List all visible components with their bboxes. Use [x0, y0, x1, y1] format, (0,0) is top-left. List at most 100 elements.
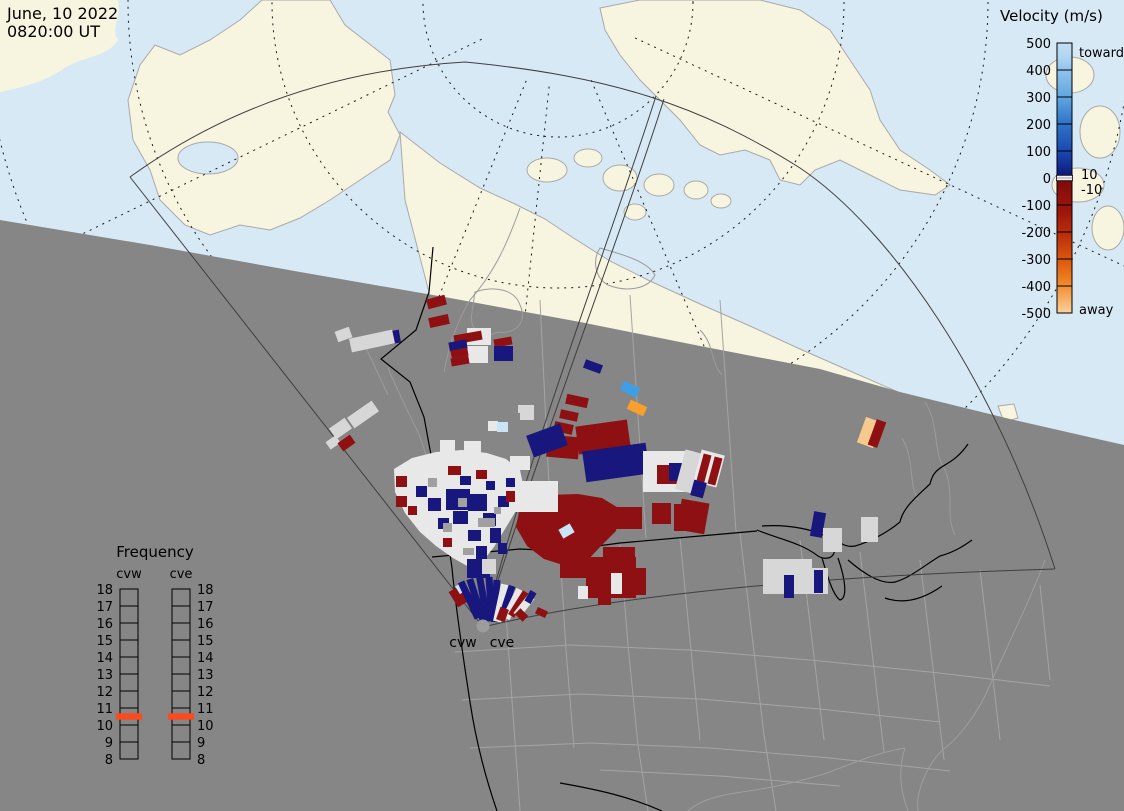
arctic-island — [1091, 205, 1124, 251]
arctic-island — [573, 148, 603, 168]
data-cell — [626, 399, 648, 417]
data-cell — [514, 608, 529, 622]
data-cell — [460, 476, 471, 485]
data-cell — [325, 435, 341, 450]
frequency-tick-label: 18 — [197, 583, 214, 598]
data-cell — [524, 590, 537, 604]
data-cell — [482, 559, 496, 574]
frequency-tick-label: 14 — [197, 651, 214, 666]
chukotka-landmass — [0, 0, 119, 92]
frequency-tick-label: 17 — [197, 600, 214, 615]
data-cell — [490, 528, 501, 543]
data-cell — [450, 355, 470, 367]
arctic-island — [623, 203, 647, 221]
data-cell — [823, 528, 842, 552]
data-cell — [510, 456, 530, 470]
velocity-tick-label: 0 — [1043, 172, 1051, 187]
data-cell — [690, 479, 707, 499]
data-cell — [337, 434, 356, 452]
date-header: June, 10 2022 0820:00 UT — [6, 4, 118, 41]
data-cell — [575, 419, 631, 455]
data-cell — [496, 606, 509, 623]
arctic-island — [710, 193, 732, 209]
fov-beam-boundary — [482, 98, 665, 628]
away-label: away — [1079, 303, 1114, 318]
data-cell — [809, 511, 827, 538]
frequency-tick-label: 15 — [96, 634, 113, 649]
data-cell — [476, 575, 491, 623]
frequency-highlight-band — [168, 713, 194, 720]
data-cell — [494, 346, 513, 361]
frequency-tick-label: 13 — [96, 668, 113, 683]
data-cell — [443, 538, 452, 547]
data-cell — [457, 580, 482, 620]
data-cell — [612, 507, 642, 529]
data-cell — [494, 507, 501, 514]
state-borders — [454, 294, 1051, 811]
data-cell — [498, 496, 509, 507]
pos-threshold-label: 10 — [1081, 168, 1098, 183]
lakes-huron-ontario — [847, 539, 973, 584]
data-cell — [428, 498, 441, 511]
data-cell — [466, 577, 487, 623]
fov-left-edge — [129, 176, 484, 628]
velocity-legend-title: Velocity (m/s) — [1000, 7, 1103, 25]
arctic-island — [643, 173, 675, 197]
frequency-tick-label: 13 — [197, 668, 214, 683]
frequency-highlight-band — [116, 713, 142, 720]
data-cell — [328, 417, 353, 440]
date-line: June, 10 2022 — [6, 4, 118, 23]
frequency-tick-label: 18 — [96, 583, 113, 598]
time-line: 0820:00 UT — [7, 22, 100, 41]
data-cell — [464, 441, 481, 453]
data-cell — [867, 419, 887, 448]
velocity-tick-label: -100 — [1021, 199, 1051, 214]
data-cell — [396, 496, 407, 507]
hudson-james-bay-coast — [829, 443, 969, 547]
velocity-tick-label: 400 — [1026, 64, 1051, 79]
frequency-tick-label: 17 — [96, 600, 113, 615]
data-cell — [526, 423, 568, 458]
arctic-island — [1079, 105, 1121, 159]
data-cell — [506, 478, 515, 487]
frequency-tick-label: 11 — [96, 702, 113, 717]
toward-label: toward — [1079, 46, 1124, 61]
data-cell — [583, 359, 603, 374]
frequency-col-cve: cve — [170, 567, 193, 582]
data-cell — [486, 481, 495, 490]
frequency-legend-title: Frequency — [116, 543, 194, 561]
data-cell — [518, 405, 534, 413]
frequency-tick-label: 11 — [197, 702, 214, 717]
velocity-tick-label: -200 — [1021, 226, 1051, 241]
data-cell — [476, 546, 487, 559]
velocity-colorbar: Velocity (m/s) 500 400 300 200 100 0 -100 -200 -… — [1000, 7, 1124, 322]
lake-erie — [884, 585, 943, 602]
data-cell — [578, 586, 588, 599]
data-cell — [560, 561, 588, 578]
magnetic-latitude-arc — [127, 0, 989, 433]
data-cell — [463, 548, 474, 555]
data-cell — [696, 453, 712, 483]
velocity-tick-label: 300 — [1026, 91, 1051, 106]
data-cell — [535, 607, 548, 618]
data-cell — [676, 498, 710, 535]
data-cell — [478, 518, 495, 527]
data-cell — [565, 393, 589, 409]
gulf-of-mexico-coast — [559, 782, 663, 811]
data-cell — [450, 347, 469, 359]
radar-label-cvw: cvw — [449, 635, 476, 651]
neg-threshold-label: -10 — [1081, 183, 1102, 198]
frequency-tick-label: 15 — [197, 634, 214, 649]
magnetic-latitude-arc — [271, 0, 845, 289]
velocity-tick-label: 200 — [1026, 118, 1051, 133]
frequency-tick-label: 14 — [96, 651, 113, 666]
frequency-tick-label: 8 — [105, 753, 113, 768]
data-cell — [416, 486, 427, 497]
data-cell — [468, 530, 481, 541]
frequency-bars: 18 17 16 15 14 13 12 11 10 9 8 18 17 16 15 14 13 12 11 10 9 8 — [96, 583, 213, 768]
data-cell — [458, 498, 467, 507]
data-cell — [453, 511, 468, 524]
data-cell — [396, 476, 407, 487]
data-cell — [508, 590, 529, 618]
